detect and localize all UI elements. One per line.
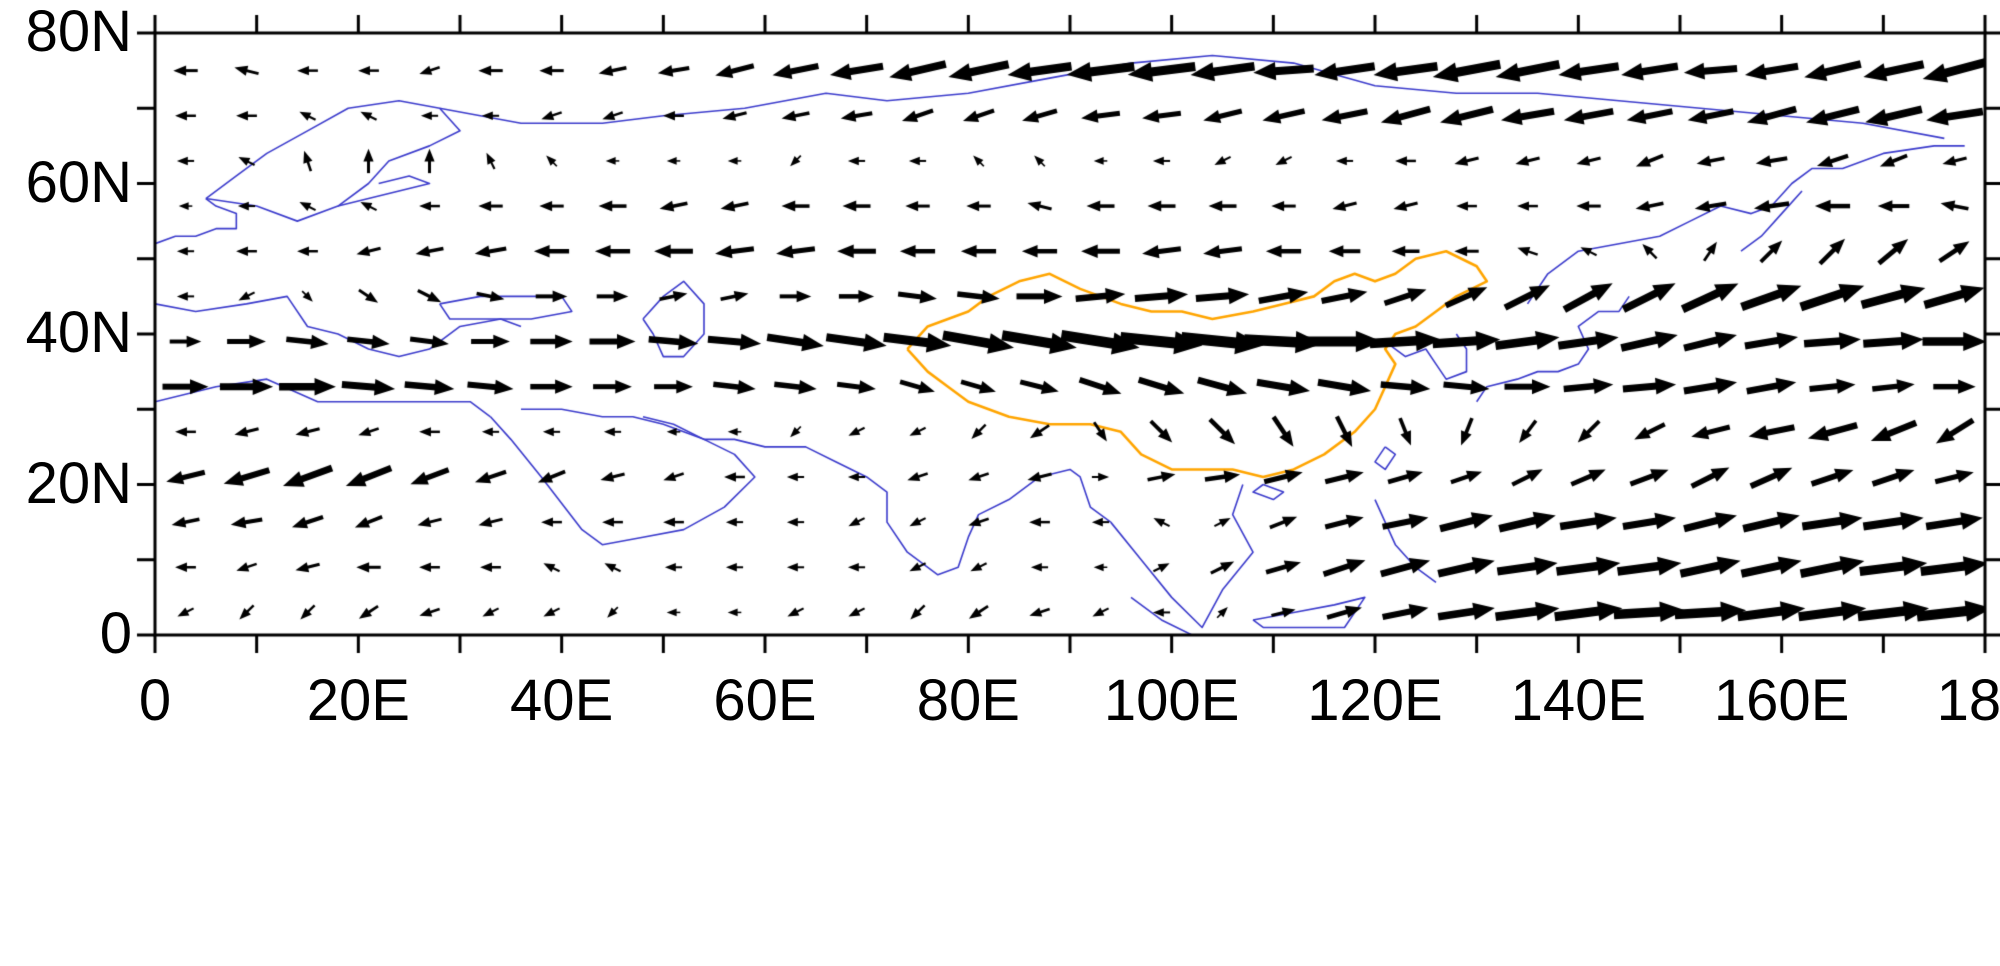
- x-axis-tick-label: 180: [1936, 668, 2000, 733]
- x-axis-tick-label: 160E: [1713, 668, 1850, 733]
- x-axis-tick-label: 60E: [713, 668, 817, 733]
- x-axis-tick-label: 40E: [510, 668, 614, 733]
- x-axis-tick-label: 100E: [1103, 668, 1240, 733]
- y-axis-tick-label: 40N: [25, 299, 132, 365]
- y-axis-tick-label: 20N: [25, 450, 132, 516]
- y-axis-tick-label: 60N: [25, 149, 132, 215]
- y-axis-tick-label: 80N: [25, 0, 132, 64]
- y-axis-tick-label: 0: [99, 600, 132, 666]
- x-axis-tick-label: 20E: [306, 668, 410, 733]
- x-axis-tick-label: 0: [138, 668, 172, 733]
- x-axis-tick-label: 120E: [1307, 668, 1443, 733]
- x-axis-tick-label: 140E: [1510, 668, 1647, 733]
- x-axis-tick-label: 80E: [916, 668, 1020, 733]
